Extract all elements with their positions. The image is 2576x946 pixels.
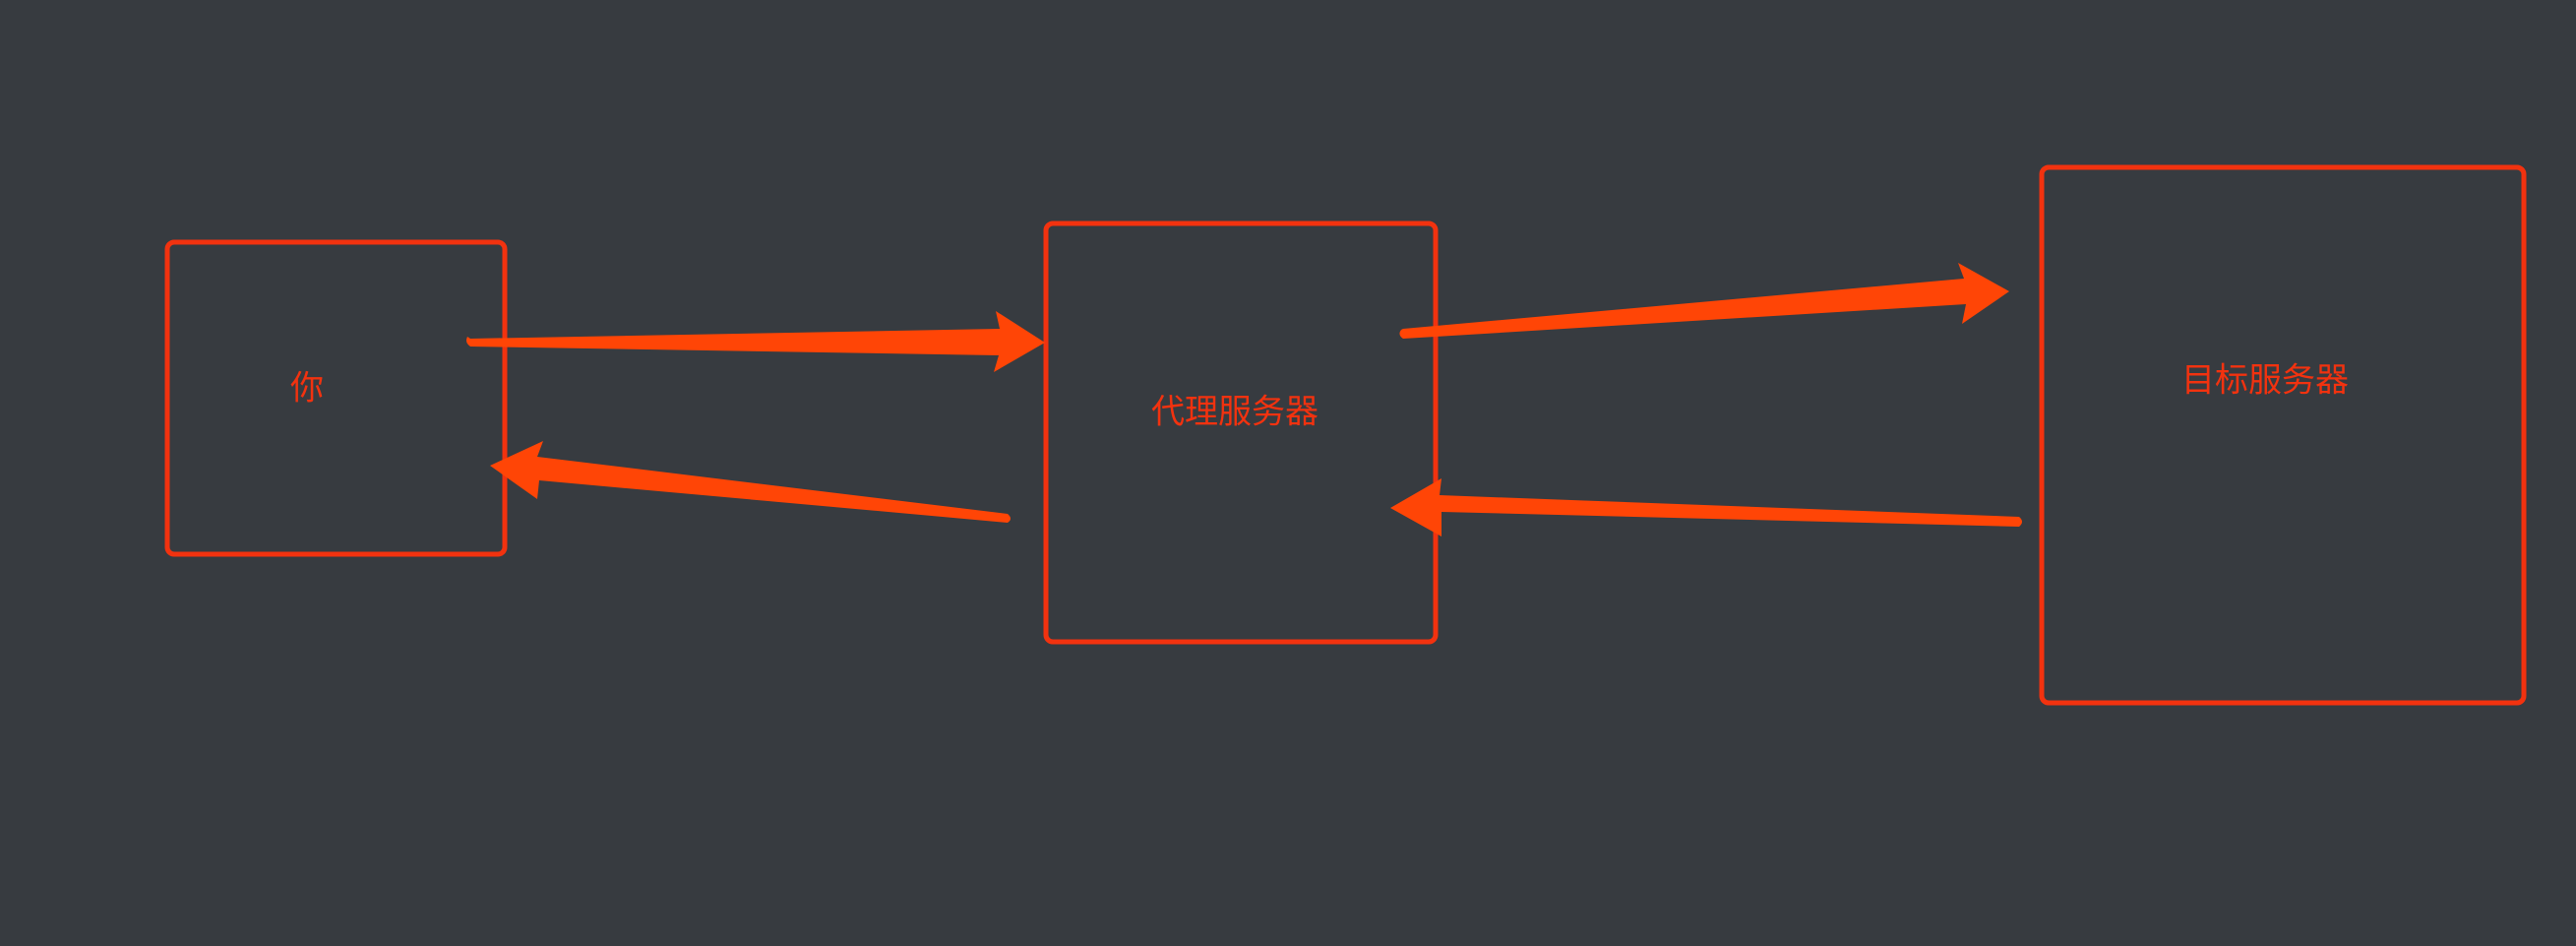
edge-target-to-proxy <box>1390 478 2022 536</box>
node-client-box <box>164 239 508 557</box>
node-target-label: 目标服务器 <box>2181 361 2349 401</box>
node-client-label: 你 <box>290 369 324 409</box>
node-proxy-box <box>1043 221 1439 645</box>
edge-client-to-proxy <box>466 311 1045 372</box>
node-proxy: 代理服务器 <box>1043 221 1439 645</box>
node-client: 你 <box>164 239 508 557</box>
edge-proxy-to-target <box>1399 263 2009 339</box>
edge-proxy-to-client <box>490 441 1011 523</box>
node-proxy-label: 代理服务器 <box>1151 393 1319 432</box>
node-target-box <box>2039 164 2527 706</box>
node-target: 目标服务器 <box>2039 164 2527 706</box>
